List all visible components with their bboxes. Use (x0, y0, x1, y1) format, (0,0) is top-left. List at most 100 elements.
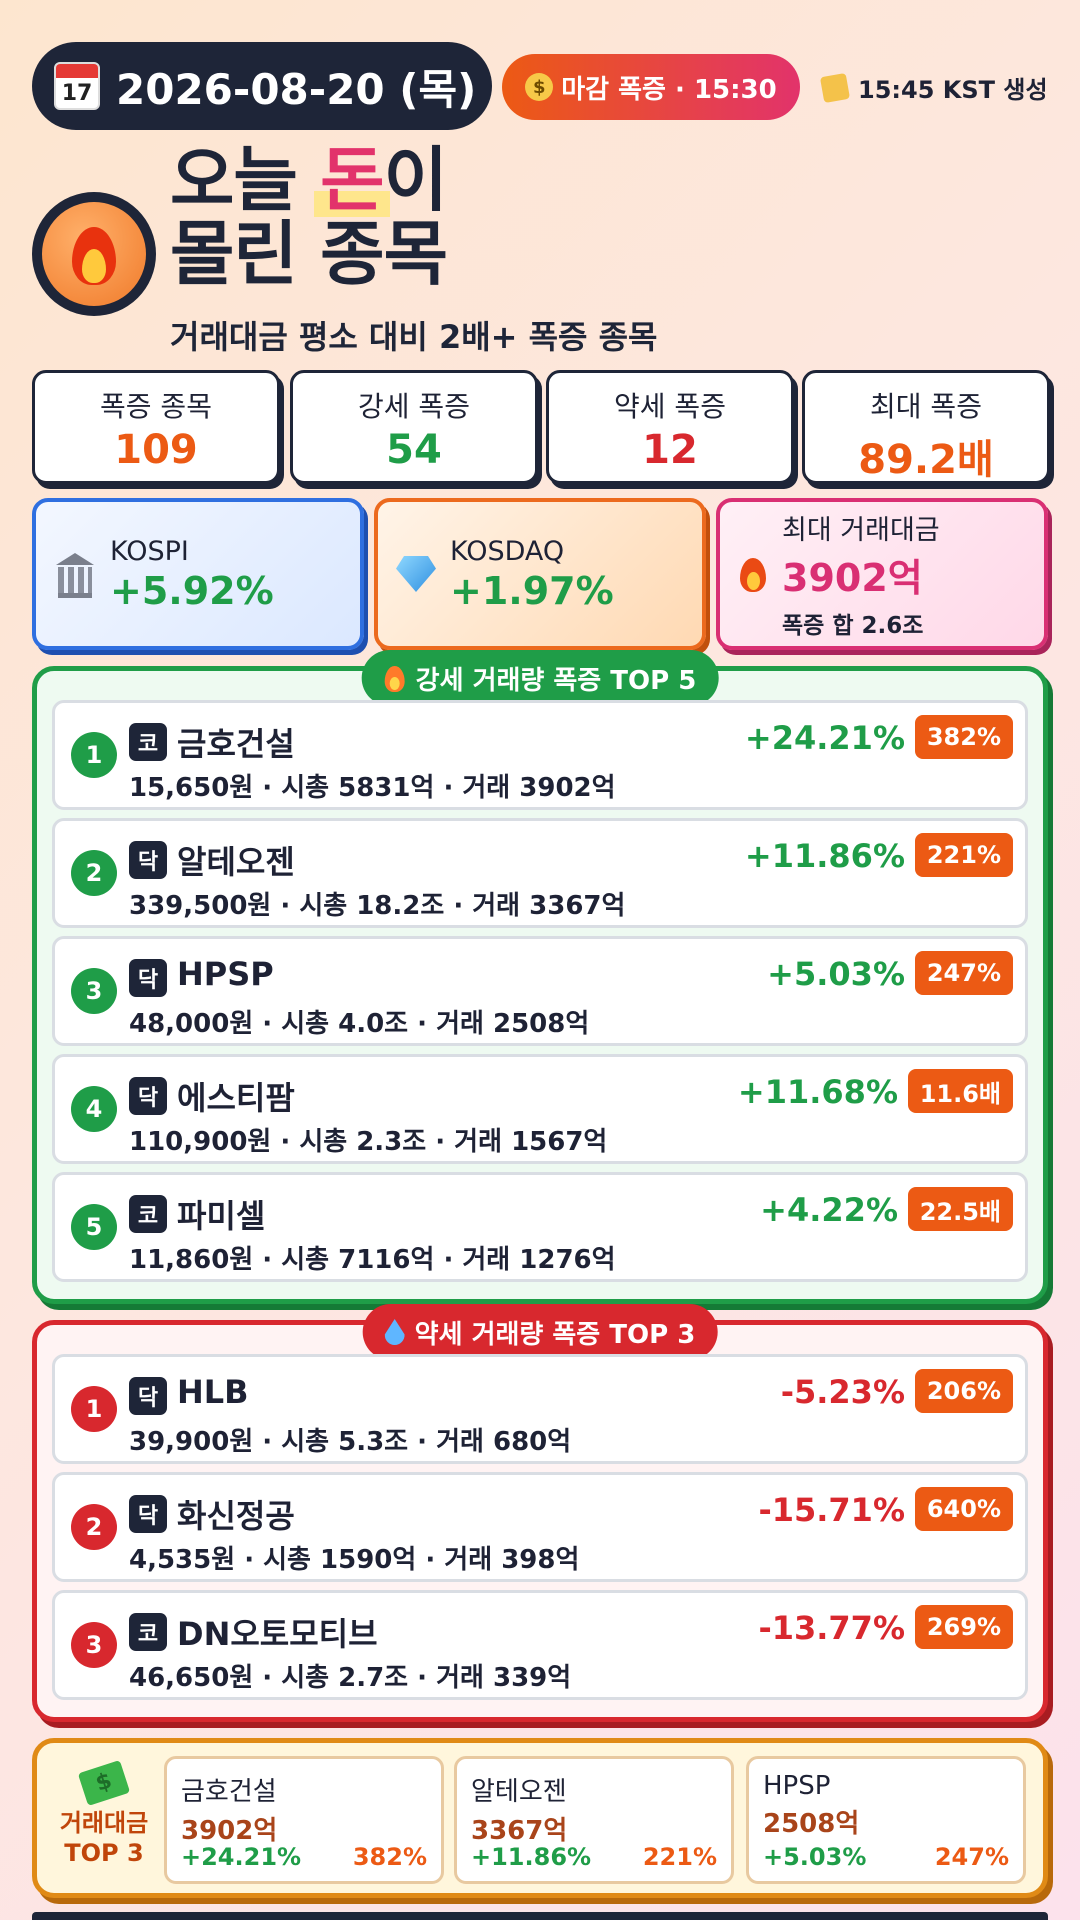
index-change: +1.97% (450, 568, 614, 613)
trade-value-card[interactable]: 금호건설 3902억 +24.21% 382% (164, 1756, 444, 1884)
title-highlight: 돈 (320, 139, 384, 221)
stat-value: 109 (114, 427, 198, 473)
gem-icon (396, 556, 436, 592)
date-text: 2026-08-20 (목) (116, 64, 477, 114)
stock-row[interactable]: 1 코 금호건설 15,650원 · 시총 5831억 · 거래 3902억 +24.2… (52, 700, 1028, 810)
change-percent: +11.68% (737, 1073, 898, 1111)
stat-label: 폭증 종목 (100, 390, 212, 423)
stock-row[interactable]: 2 닥 알테오젠 339,500원 · 시총 18.2조 · 거래 3367억 +11.… (52, 818, 1028, 928)
stock-info: 48,000원 · 시총 4.0조 · 거래 2508억 (129, 1009, 590, 1039)
calendar-day: 17 (61, 81, 93, 106)
change-percent: -15.71% (758, 1491, 905, 1529)
volume-ratio-badge: 382% (914, 715, 1013, 759)
date-pill: 17 2026-08-20 (목) (32, 42, 492, 130)
title-pre: 오늘 (170, 139, 321, 221)
label-line2: TOP 3 (64, 1839, 144, 1867)
rank-badge: 3 (71, 1622, 117, 1668)
page-title-line2: 몰린 종목 (170, 213, 448, 295)
max-trade-sum: 폭증 합 2.6조 (782, 613, 924, 639)
rank-badge: 4 (71, 1086, 117, 1132)
market-badge: 닥 (129, 841, 167, 879)
stock-info: 39,900원 · 시총 5.3조 · 거래 680억 (129, 1427, 572, 1457)
volume-ratio: 221% (642, 1843, 717, 1871)
money-wings-icon (77, 1760, 131, 1806)
weak-surge-title-text: 약세 거래량 폭증 TOP 3 (414, 1319, 696, 1350)
droplet-icon (384, 1319, 405, 1345)
volume-ratio: 247% (934, 1843, 1009, 1871)
trade-value: 3902억 (181, 1816, 278, 1846)
stat-label: 강세 폭증 (358, 390, 470, 423)
volume-ratio-badge: 640% (914, 1487, 1013, 1531)
stock-name: HPSP (763, 1771, 831, 1801)
stock-row[interactable]: 3 닥 HPSP 48,000원 · 시총 4.0조 · 거래 2508억 +5.03%… (52, 936, 1028, 1046)
market-badge: 코 (129, 1195, 167, 1233)
trade-value-card[interactable]: HPSP 2508억 +5.03% 247% (746, 1756, 1026, 1884)
stat-value: 89.2배 (858, 437, 994, 483)
stock-info: 15,650원 · 시총 5831억 · 거래 3902억 (129, 773, 616, 803)
money-bag-icon: $ (525, 73, 554, 101)
stock-info: 46,650원 · 시총 2.7조 · 거래 339억 (129, 1663, 572, 1693)
volume-ratio-badge: 221% (914, 833, 1013, 877)
trade-value: 3367억 (471, 1816, 568, 1846)
stock-info: 339,500원 · 시총 18.2조 · 거래 3367억 (129, 891, 626, 921)
stock-name: 금호건설 (181, 1777, 277, 1807)
max-trade-label: 최대 거래대금 (782, 515, 940, 546)
fire-icon (66, 219, 122, 289)
index-name: KOSDAQ (450, 535, 565, 567)
change-percent: +24.21% (744, 719, 905, 757)
rank-badge: 5 (71, 1204, 117, 1250)
stock-name: HLB (177, 1373, 249, 1411)
stock-info: 11,860원 · 시총 7116억 · 거래 1276억 (129, 1245, 616, 1275)
rank-badge: 2 (71, 850, 117, 896)
change-percent: -13.77% (758, 1609, 905, 1647)
market-badge: 닥 (129, 1077, 167, 1115)
stock-row[interactable]: 4 닥 에스티팜 110,900원 · 시총 2.3조 · 거래 1567억 +11.6… (52, 1054, 1028, 1164)
market-badge: 닥 (129, 1377, 167, 1415)
label-line1: 거래대금 (59, 1809, 149, 1837)
volume-ratio-badge: 22.5배 (907, 1187, 1013, 1231)
rank-badge: 3 (71, 968, 117, 1014)
fire-badge (32, 192, 156, 316)
page-subtitle: 거래대금 평소 대비 2배+ 폭증 종목 (170, 318, 658, 356)
change-percent: +11.86% (744, 837, 905, 875)
market-badge: 닥 (129, 1495, 167, 1533)
stock-row[interactable]: 5 코 파미셀 11,860원 · 시총 7116억 · 거래 1276억 +4.22%… (52, 1172, 1028, 1282)
stock-name: 금호건설 (177, 725, 295, 763)
trade-value-top3-label: 거래대금 TOP 3 (50, 1760, 158, 1868)
stock-row[interactable]: 1 닥 HLB 39,900원 · 시총 5.3조 · 거래 680억 -5.23% 20… (52, 1354, 1028, 1464)
trade-value-card[interactable]: 알테오젠 3367억 +11.86% 221% (454, 1756, 734, 1884)
max-trade-value: 3902억 (782, 556, 923, 600)
stock-name: 화신정공 (177, 1497, 295, 1535)
title-post: 이 (383, 139, 448, 221)
volume-ratio-badge: 269% (914, 1605, 1013, 1649)
stat-value: 12 (642, 427, 698, 473)
fire-icon (738, 554, 768, 594)
status-text: 마감 폭증 · 15:30 (561, 74, 777, 105)
market-badge: 코 (129, 723, 167, 761)
weak-surge-title: 약세 거래량 폭증 TOP 3 (362, 1304, 718, 1360)
page-title-line1: 오늘 돈이 (170, 139, 448, 221)
stock-row[interactable]: 2 닥 화신정공 4,535원 · 시총 1590억 · 거래 398억 -15.71%… (52, 1472, 1028, 1582)
calendar-icon: 17 (54, 62, 100, 110)
bottom-divider (32, 1912, 1048, 1920)
stat-label: 최대 폭증 (870, 390, 982, 423)
stat-label: 약세 폭증 (614, 390, 726, 423)
volume-ratio-badge: 206% (914, 1369, 1013, 1413)
stock-info: 4,535원 · 시총 1590억 · 거래 398억 (129, 1545, 580, 1575)
volume-ratio-badge: 11.6배 (907, 1069, 1013, 1113)
volume-ratio: 382% (352, 1843, 427, 1871)
fire-icon (384, 664, 406, 692)
stat-value: 54 (386, 427, 442, 473)
rank-badge: 1 (71, 732, 117, 778)
rank-badge: 1 (71, 1386, 117, 1432)
stock-row[interactable]: 3 코 DN오토모티브 46,650원 · 시총 2.7조 · 거래 339억 -13.… (52, 1590, 1028, 1700)
stock-name: 에스티팜 (177, 1079, 295, 1117)
change-percent: +24.21% (181, 1843, 302, 1871)
index-change: +5.92% (110, 568, 274, 613)
stat-card-strong: 강세 폭증 54 (290, 370, 538, 484)
stock-name: HPSP (177, 955, 274, 993)
change-percent: +11.86% (471, 1843, 592, 1871)
change-percent: +5.03% (767, 955, 905, 993)
generated-time: 15:45 KST 생성 (819, 70, 1048, 105)
stat-card-weak: 약세 폭증 12 (546, 370, 794, 484)
